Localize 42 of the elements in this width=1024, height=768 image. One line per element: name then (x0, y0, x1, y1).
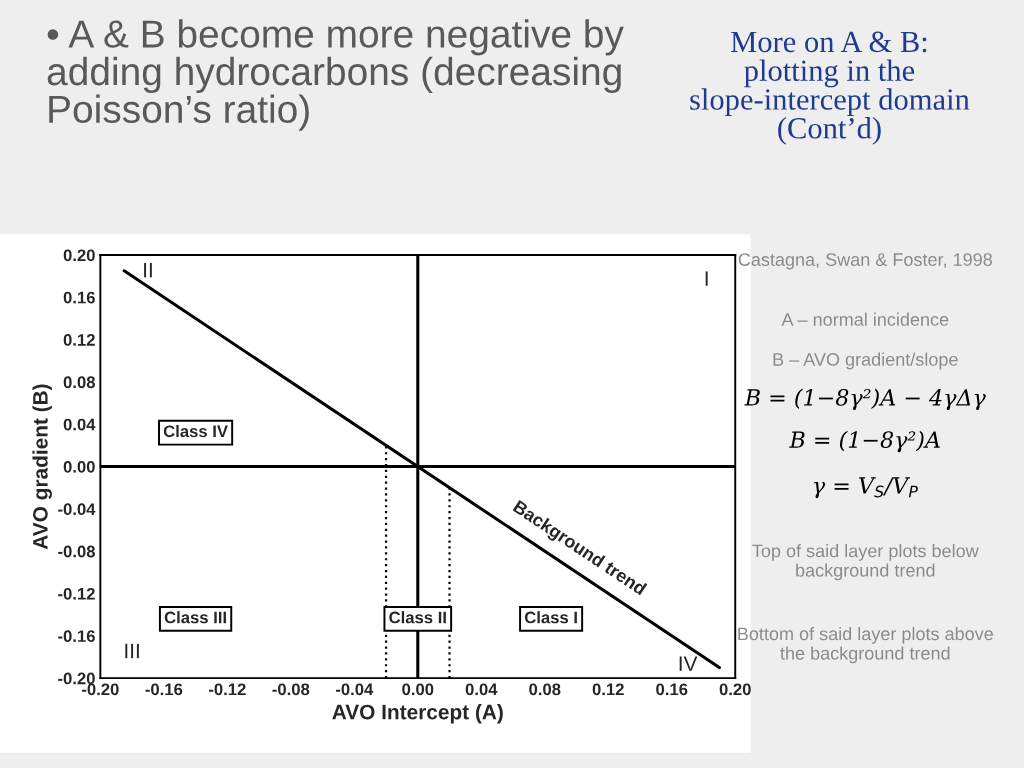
x-tick-label: -0.16 (145, 683, 183, 696)
x-tick-label: 0.20 (719, 683, 751, 696)
chart-subtitle: • A & B become more negative by adding hydrocarbons (decreasing Poisson’s ratio) (47, 19, 624, 131)
x-tick-label: 0.08 (529, 683, 561, 696)
y-tick-label: 0.16 (63, 291, 95, 304)
text: Castagna, Swan & Foster, 1998 (738, 253, 992, 270)
annotation: IV (679, 656, 698, 671)
text: A – normal incidence (781, 312, 949, 326)
x-axis-title: AVO Intercept (A) (332, 704, 503, 724)
text: B = (1−8γ²)A (789, 430, 940, 453)
y-tick-label: -0.04 (58, 503, 96, 516)
text: B – AVO gradient/slope (773, 352, 958, 370)
y-tick-label: -0.12 (58, 587, 95, 600)
annotation: III (125, 643, 139, 659)
x-tick-label: -0.12 (208, 683, 246, 696)
annotation: Class II (389, 611, 446, 624)
x-tick-label: 0.12 (592, 683, 624, 696)
y-tick-label: -0.16 (58, 630, 95, 643)
x-tick-label: 0.00 (402, 683, 434, 696)
text: Bottom of said layer plots above the background trend (738, 626, 993, 664)
x-tick-label: -0.08 (272, 683, 310, 696)
annotation: I (705, 271, 708, 286)
text: More on A & B: plotting in the slope-intercept domain (Cont’d) (690, 31, 970, 145)
y-axis-title: AVO gradient (B) (32, 384, 52, 550)
annotation: Class IV (163, 424, 228, 438)
y-tick-label: 0.08 (63, 376, 95, 389)
y-tick-label: -0.08 (58, 545, 95, 558)
text: B = (1−8γ²)A − 4γΔγ (744, 388, 986, 411)
y-tick-label: 0.04 (63, 418, 96, 431)
x-tick-label: 0.16 (656, 683, 688, 696)
x-tick-label: -0.20 (82, 683, 119, 696)
text: Top of said layer plots below background trend (752, 544, 979, 581)
x-tick-label: -0.04 (335, 683, 374, 696)
y-tick-label: 0.00 (63, 460, 95, 473)
y-tick-label: 0.12 (63, 334, 95, 346)
annotation: Class I (524, 611, 577, 624)
annotation: Class III (164, 611, 226, 624)
annotation: II (144, 262, 152, 278)
x-tick-label: 0.04 (465, 683, 498, 696)
y-tick-label: -0.20 (58, 672, 95, 685)
y-tick-label: 0.20 (63, 249, 95, 262)
text: γ = V$_{S}$/V$_{P}$ (814, 477, 918, 499)
